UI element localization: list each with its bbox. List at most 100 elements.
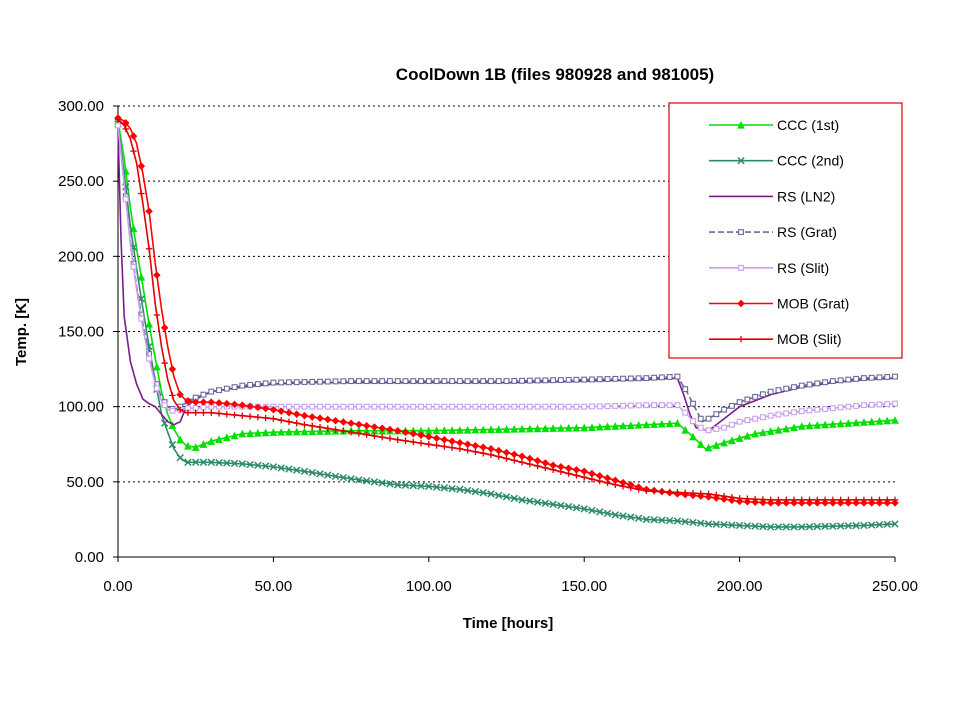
data-point-marker [774,425,783,434]
data-point-marker [440,426,449,435]
data-point-marker [168,365,177,373]
data-point-marker [867,521,876,529]
data-point-marker [712,520,721,529]
data-point-marker [487,451,495,458]
data-point-marker [805,523,814,531]
data-point-marker [737,120,745,129]
data-point-marker [744,417,751,424]
data-point-marker [697,519,705,527]
data-point-marker [681,425,690,434]
legend-label-mob-slit: MOB (Slit) [777,331,842,347]
data-point-marker [331,416,340,425]
data-point-marker [581,376,588,383]
data-point-marker [557,377,564,384]
data-point-marker [169,407,176,414]
data-point-marker [612,481,619,489]
data-point-marker [324,403,331,410]
data-point-marker [355,476,363,484]
data-point-marker [798,382,805,389]
data-point-marker [689,489,697,497]
data-point-marker [324,378,331,385]
data-point-marker [782,523,790,531]
data-point-marker [394,378,401,385]
data-point-marker [285,465,293,473]
data-point-marker [596,508,604,516]
data-point-marker [736,399,743,406]
data-point-marker [844,522,853,530]
y-tick-label: 0.00 [75,549,104,566]
data-point-marker [759,391,766,398]
data-point-marker [261,428,270,437]
data-point-marker [340,403,347,410]
data-point-marker [261,404,270,413]
data-point-marker [806,381,813,388]
x-tick-label: 100.00 [406,578,452,595]
data-point-marker [814,496,821,504]
data-point-marker [238,401,247,409]
data-point-marker [737,156,745,165]
data-point-marker [472,378,479,385]
data-point-marker [231,411,238,419]
data-point-marker [829,496,837,504]
data-point-marker [432,426,441,435]
data-point-marker [713,411,720,418]
data-point-marker [697,415,704,422]
data-point-marker [495,403,502,410]
data-point-marker [798,496,805,504]
data-point-marker [270,415,277,422]
data-point-marker [534,377,541,384]
data-point-marker [837,496,844,504]
data-point-marker [674,373,681,380]
data-point-marker [744,495,751,502]
data-point-marker [161,359,168,367]
data-point-marker [581,403,588,410]
data-point-marker [790,496,798,504]
data-point-marker [588,469,596,478]
data-point-marker [658,488,666,495]
data-point-marker [393,426,402,435]
data-point-marker [829,405,836,412]
data-point-marker [301,421,308,428]
data-point-marker [184,397,192,405]
data-point-marker [868,496,875,504]
data-point-marker [735,521,744,530]
data-point-marker [316,470,324,478]
data-point-marker [464,403,471,410]
data-point-marker [200,391,207,398]
data-point-marker [767,412,774,419]
data-point-marker [176,406,184,413]
data-point-marker [518,459,526,466]
data-point-marker [487,490,495,498]
data-point-marker [370,478,379,486]
data-point-marker [821,496,829,504]
data-point-marker [674,489,681,496]
data-point-marker [231,384,238,391]
data-point-marker [766,427,775,435]
data-point-marker [650,516,658,524]
data-point-marker [122,196,129,203]
data-point-marker [332,378,339,385]
data-point-marker [557,501,565,510]
data-point-marker [673,517,682,525]
data-point-marker [860,496,868,504]
data-point-marker [379,378,386,385]
data-point-marker [502,425,511,433]
data-point-marker [355,378,362,385]
data-point-marker [806,496,813,504]
data-point-marker [502,448,511,457]
data-point-marker [526,403,533,410]
data-point-marker [713,491,720,499]
data-point-marker [487,444,495,453]
data-point-marker [884,496,891,504]
data-point-marker [892,400,898,407]
data-point-marker [449,403,456,410]
data-point-marker [573,472,580,479]
series-rs-grat [115,121,898,423]
data-point-marker [285,418,293,425]
data-point-marker [425,482,433,491]
data-point-marker [300,427,309,436]
data-point-marker [254,461,262,470]
data-point-marker [612,402,619,409]
data-point-marker [565,470,572,477]
data-point-marker [705,490,712,498]
